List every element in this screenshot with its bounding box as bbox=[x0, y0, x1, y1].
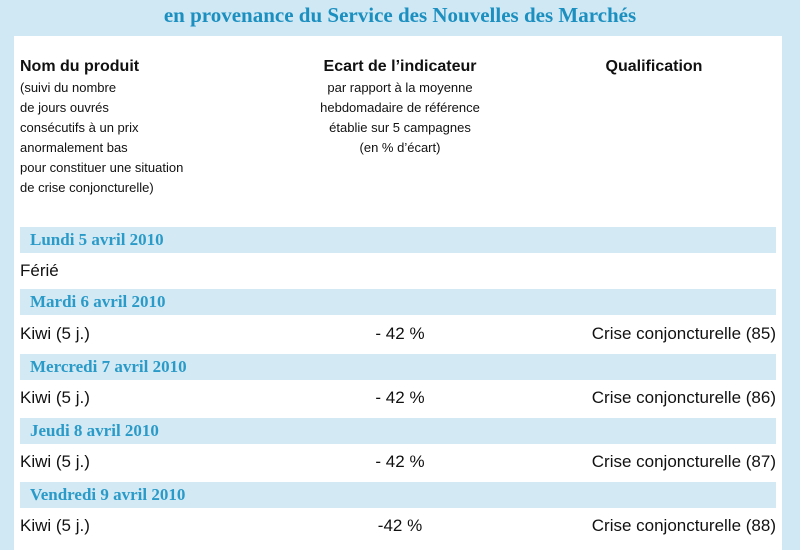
date-band: Jeudi 8 avril 2010 bbox=[20, 418, 776, 444]
page-title: en provenance du Service des Nouvelles d… bbox=[163, 3, 637, 27]
header-ecart-sub-line: (en % d’écart) bbox=[359, 140, 441, 155]
header-qualification: Qualification bbox=[534, 56, 774, 78]
header-product-sub-line: anormalement bas bbox=[20, 140, 128, 155]
cell-ecart: - 42 % bbox=[375, 324, 425, 343]
cell-ecart: - 42 % bbox=[375, 388, 425, 407]
header-product-sub-line: (suivi du nombre bbox=[20, 80, 117, 95]
cell-product: Kiwi (5 j.) bbox=[20, 516, 90, 535]
header-ecart-sub: par rapport à la moyenne hebdomadaire de… bbox=[270, 78, 530, 158]
table-row: Férié bbox=[20, 255, 776, 287]
header-ecart-sub-line: par rapport à la moyenne bbox=[327, 80, 473, 95]
header-product-sub-line: de jours ouvrés bbox=[20, 100, 109, 115]
header-product-title: Nom du produit bbox=[20, 58, 140, 75]
header-qualification-title: Qualification bbox=[605, 58, 703, 75]
header-product-sub-line: consécutifs à un prix bbox=[20, 120, 139, 135]
cell-ecart: - 42 % bbox=[375, 452, 425, 471]
cell-product: Kiwi (5 j.) bbox=[20, 452, 90, 471]
cell-qualification: Crise conjoncturelle (87) bbox=[591, 452, 776, 471]
header-ecart-title: Ecart de l’indicateur bbox=[323, 58, 477, 75]
header-ecart-sub-line: hebdomadaire de référence bbox=[320, 100, 480, 115]
header-product: Nom du produit (suivi du nombre de jours… bbox=[20, 56, 270, 198]
date-band: Mardi 6 avril 2010 bbox=[20, 289, 776, 315]
cell-qualification: Crise conjoncturelle (88) bbox=[591, 516, 776, 535]
table-row: Kiwi (5 j.) - 42 % Crise conjoncturelle … bbox=[20, 446, 776, 478]
header-product-sub-line: de crise conjoncturelle) bbox=[20, 180, 154, 195]
header-ecart: Ecart de l’indicateur par rapport à la m… bbox=[270, 56, 530, 158]
table-row: Kiwi (5 j.) -42 % Crise conjoncturelle (… bbox=[20, 510, 776, 542]
cell-product: Férié bbox=[20, 261, 59, 280]
table-row: Kiwi (5 j.) - 42 % Crise conjoncturelle … bbox=[20, 318, 776, 350]
date-band: Lundi 5 avril 2010 bbox=[20, 227, 776, 253]
date-band: Vendredi 9 avril 2010 bbox=[20, 482, 776, 508]
date-band: Mercredi 7 avril 2010 bbox=[20, 354, 776, 380]
cell-ecart: -42 % bbox=[377, 516, 423, 535]
header-ecart-sub-line: établie sur 5 campagnes bbox=[329, 120, 471, 135]
table-row: Kiwi (5 j.) - 42 % Crise conjoncturelle … bbox=[20, 382, 776, 414]
cell-product: Kiwi (5 j.) bbox=[20, 324, 90, 343]
header-product-sub: (suivi du nombre de jours ouvrés consécu… bbox=[20, 78, 270, 198]
market-table: Nom du produit (suivi du nombre de jours… bbox=[14, 36, 782, 550]
cell-qualification: Crise conjoncturelle (86) bbox=[591, 388, 776, 407]
header-product-sub-line: pour constituer une situation bbox=[20, 160, 184, 175]
cell-product: Kiwi (5 j.) bbox=[20, 388, 90, 407]
cell-qualification: Crise conjoncturelle (85) bbox=[591, 324, 776, 343]
